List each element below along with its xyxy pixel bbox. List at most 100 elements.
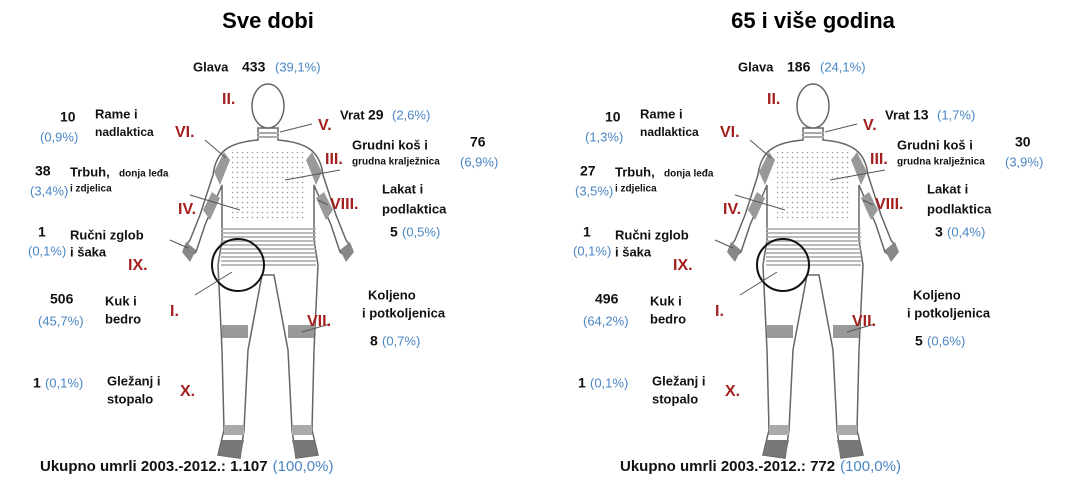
region-label: stopalo — [107, 391, 153, 406]
region-label: Glava — [193, 59, 229, 74]
region-numeral: I. — [715, 303, 724, 320]
region-percent: (39,1%) — [275, 59, 321, 74]
region-count: 433 — [242, 59, 266, 75]
region-count: 30 — [1015, 134, 1031, 150]
region-label: podlaktica — [382, 201, 447, 216]
region-percent: (6,9%) — [460, 154, 498, 169]
region-label: Koljeno — [368, 287, 416, 302]
region-label: Grudni koš i — [897, 137, 973, 152]
region-percent: (2,6%) — [392, 107, 430, 122]
region-label: bedro — [650, 311, 686, 326]
region-label: Vrat — [885, 107, 910, 122]
region-label: Gležanj i — [107, 373, 160, 388]
region-count: 13 — [913, 107, 929, 123]
region-label: Trbuh, — [70, 164, 110, 179]
region-count: 5 — [915, 333, 923, 349]
region-percent: (0,1%) — [28, 243, 66, 258]
region-percent: (0,1%) — [45, 375, 83, 390]
panel-title: 65 i više godina — [731, 8, 896, 33]
region-numeral: X. — [180, 383, 195, 400]
region-numeral: VIII. — [330, 196, 358, 213]
region-numeral: VI. — [175, 124, 195, 141]
region-label: Trbuh, — [615, 164, 655, 179]
region-label: donja leđa — [119, 169, 169, 180]
region-percent: (3,5%) — [575, 183, 613, 198]
region-label: nadlaktica — [95, 125, 154, 139]
region-label: i šaka — [615, 244, 652, 259]
region-numeral: IX. — [128, 257, 148, 274]
region-label: Kuk i — [650, 293, 682, 308]
region-numeral: IX. — [673, 257, 693, 274]
region-percent: (0,5%) — [402, 224, 440, 239]
region-label: Glava — [738, 59, 774, 74]
region-count: 186 — [787, 59, 811, 75]
region-count: 1 — [578, 375, 586, 391]
region-label: bedro — [105, 311, 141, 326]
region-numeral: I. — [170, 303, 179, 320]
region-percent: (0,7%) — [382, 333, 420, 348]
region-count: 29 — [368, 107, 384, 123]
region-label: Koljeno — [913, 287, 961, 302]
region-percent: (1,3%) — [585, 129, 623, 144]
region-label: Lakat i — [927, 181, 968, 196]
region-label: Gležanj i — [652, 373, 705, 388]
region-count: 10 — [605, 109, 621, 125]
region-label: grudna kralježnica — [352, 157, 440, 168]
region-percent: (0,1%) — [573, 243, 611, 258]
total: Ukupno umrli 2003.-2012.: 1.107 (100,0%) — [40, 458, 333, 475]
region-percent: (0,4%) — [947, 224, 985, 239]
region-label: Ručni zglob — [70, 227, 144, 242]
region-numeral: V. — [318, 117, 332, 134]
region-label: podlaktica — [927, 201, 992, 216]
panel-title: Sve dobi — [222, 8, 314, 33]
region-numeral: VI. — [720, 124, 740, 141]
body-figure — [169, 83, 355, 459]
region-percent: (3,9%) — [1005, 154, 1043, 169]
region-label: Rame i — [640, 106, 683, 121]
region-percent: (0,9%) — [40, 129, 78, 144]
region-numeral: V. — [863, 117, 877, 134]
region-numeral: III. — [325, 151, 343, 168]
region-numeral: VII. — [852, 313, 876, 330]
region-percent: (1,7%) — [937, 107, 975, 122]
region-label: nadlaktica — [640, 125, 699, 139]
total-percent: (100,0%) — [840, 458, 901, 475]
region-numeral: IV. — [723, 201, 741, 218]
region-numeral: X. — [725, 383, 740, 400]
region-percent: (0,1%) — [590, 375, 628, 390]
region-count: 5 — [390, 224, 398, 240]
region-percent: (64,2%) — [583, 313, 629, 328]
region-count: 10 — [60, 109, 76, 125]
region-numeral: VIII. — [875, 196, 903, 213]
region-percent: (45,7%) — [38, 313, 84, 328]
region-label: stopalo — [652, 391, 698, 406]
region-count: 1 — [583, 224, 591, 240]
total: Ukupno umrli 2003.-2012.: 772 (100,0%) — [620, 458, 901, 475]
total-percent: (100,0%) — [273, 458, 334, 475]
region-label: i šaka — [70, 244, 107, 259]
region-label: i zdjelica — [615, 184, 657, 195]
region-numeral: VII. — [307, 313, 331, 330]
region-count: 1 — [38, 224, 46, 240]
region-label: Ručni zglob — [615, 227, 689, 242]
region-count: 496 — [595, 291, 619, 307]
region-numeral: IV. — [178, 201, 196, 218]
total-label: Ukupno umrli 2003.-2012.: 1.107 — [40, 458, 268, 475]
region-label: donja leđa — [664, 169, 714, 180]
region-percent: (24,1%) — [820, 59, 866, 74]
region-count: 76 — [470, 134, 486, 150]
region-label: Rame i — [95, 106, 138, 121]
region-label: i potkoljenica — [907, 305, 991, 320]
body-figure — [714, 83, 900, 459]
region-label: Kuk i — [105, 293, 137, 308]
region-count: 27 — [580, 163, 596, 179]
region-numeral: II. — [222, 91, 235, 108]
region-label: Lakat i — [382, 181, 423, 196]
region-label: grudna kralježnica — [897, 157, 985, 168]
total-label: Ukupno umrli 2003.-2012.: 772 — [620, 458, 835, 475]
region-count: 8 — [370, 333, 378, 349]
region-label: Vrat — [340, 107, 365, 122]
region-label: Grudni koš i — [352, 137, 428, 152]
region-label: i zdjelica — [70, 184, 112, 195]
